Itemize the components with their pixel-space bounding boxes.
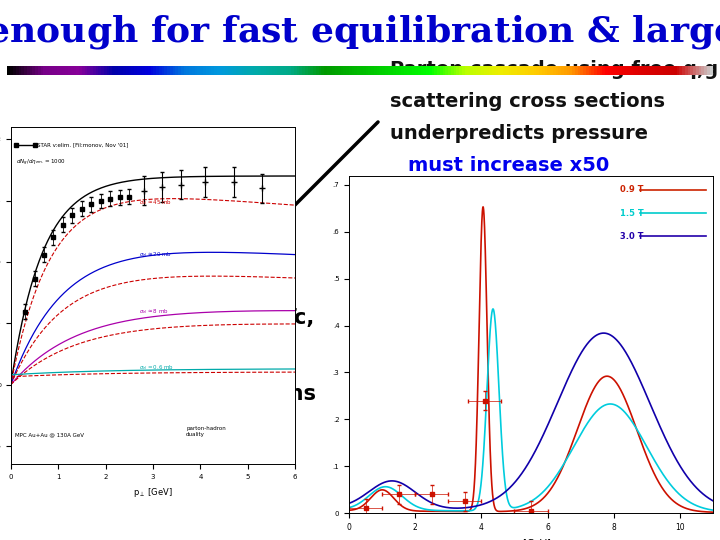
Text: scattering cross sections: scattering cross sections (390, 92, 665, 111)
Text: also implying high: also implying high (12, 346, 228, 366)
Text: $\sigma_{el} \approx 20$ mb: $\sigma_{el} \approx 20$ mb (139, 250, 172, 259)
Text: MPC Au+Au @ 130A GeV: MPC Au+Au @ 130A GeV (14, 432, 84, 437)
Text: $\sigma_{el} = 0.6$ mb: $\sigma_{el} = 0.6$ mb (139, 363, 174, 372)
Text: Lattice QCD shows q$\mathbf{\bar{q}}$: Lattice QCD shows q$\mathbf{\bar{q}}$ (12, 270, 269, 294)
Text: $\sigma_{el} \approx 45$ mb: $\sigma_{el} \approx 45$ mb (139, 198, 172, 207)
Text: Parton cascade using free q,g: Parton cascade using free q,g (390, 60, 718, 79)
Text: Is $\mathbf{\sigma}$ enough for fast equilibration & large v$_\mathbf{2}$ ?: Is $\mathbf{\sigma}$ enough for fast equ… (0, 13, 720, 51)
Text: $\sigma_{el} \approx 8$ mb: $\sigma_{el} \approx 8$ mb (139, 307, 168, 316)
Text: resonant states at T > Tc,: resonant states at T > Tc, (12, 308, 314, 328)
Text: interaction cross sections: interaction cross sections (12, 384, 316, 404)
Text: STAR v:elim. [Fil:monov, Nov '01]: STAR v:elim. [Fil:monov, Nov '01] (37, 143, 129, 148)
Text: 0.9 T⁣: 0.9 T⁣ (620, 185, 644, 194)
Text: 3.0 T⁣: 3.0 T⁣ (620, 232, 644, 241)
Text: 1.5 T⁣: 1.5 T⁣ (620, 208, 644, 218)
Text: must increase x50: must increase x50 (408, 156, 609, 175)
Text: underpredicts pressure: underpredicts pressure (390, 124, 648, 143)
Text: $dN_g/d\eta_{em.} = 1000$: $dN_g/d\eta_{em.} = 1000$ (16, 158, 66, 168)
X-axis label: $\omega$ [GeV]: $\omega$ [GeV] (510, 537, 552, 540)
Text: parton-hadron
duality: parton-hadron duality (186, 427, 226, 437)
X-axis label: p$_\perp$ [GeV]: p$_\perp$ [GeV] (133, 485, 173, 498)
